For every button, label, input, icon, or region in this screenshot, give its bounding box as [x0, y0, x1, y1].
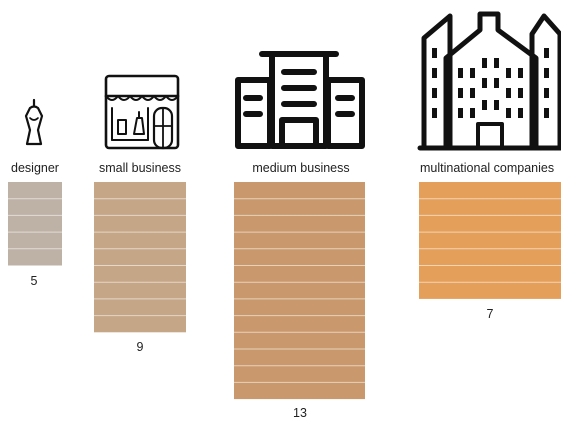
category-label-medium-business: medium business [252, 161, 349, 175]
bar-medium-business [234, 182, 365, 400]
office-building-icon [235, 51, 365, 149]
bars-group [8, 182, 561, 400]
bar-designer [8, 182, 62, 266]
value-label-small-business: 9 [137, 340, 144, 354]
bar-multinational-companies [419, 182, 561, 299]
storefront-icon [104, 74, 180, 150]
skyscrapers-icon [417, 11, 561, 151]
category-label-small-business: small business [99, 161, 181, 175]
category-label-multinational-companies: multinational companies [420, 161, 554, 175]
bar-small-business [94, 182, 186, 333]
value-label-multinational-companies: 7 [487, 307, 494, 321]
value-label-medium-business: 13 [293, 406, 307, 420]
category-label-designer: designer [11, 161, 59, 175]
dress-form-icon [24, 98, 44, 146]
value-label-designer: 5 [31, 274, 38, 288]
